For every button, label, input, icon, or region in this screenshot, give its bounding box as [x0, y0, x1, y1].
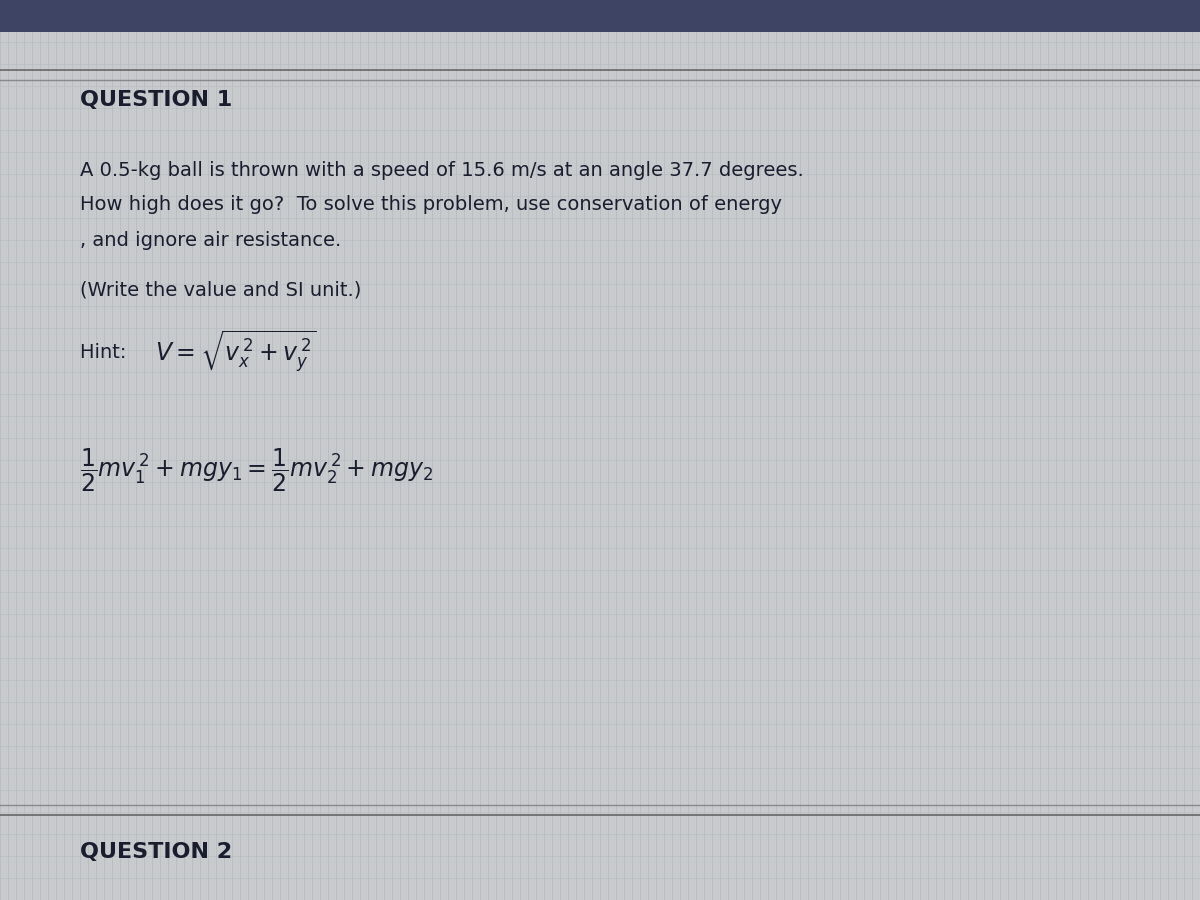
Text: How high does it go?  To solve this problem, use conservation of energy: How high does it go? To solve this probl… — [80, 195, 782, 214]
Text: $V = \sqrt{v_x^{\,2} + v_y^{\,2}}$: $V = \sqrt{v_x^{\,2} + v_y^{\,2}}$ — [155, 328, 317, 375]
Text: QUESTION 2: QUESTION 2 — [80, 842, 232, 862]
Text: QUESTION 1: QUESTION 1 — [80, 90, 233, 110]
FancyBboxPatch shape — [0, 0, 1200, 32]
Text: Hint:: Hint: — [80, 343, 139, 362]
Text: , and ignore air resistance.: , and ignore air resistance. — [80, 230, 341, 249]
Text: (Write the value and SI unit.): (Write the value and SI unit.) — [80, 281, 361, 300]
Text: A 0.5-kg ball is thrown with a speed of 15.6 m/s at an angle 37.7 degrees.: A 0.5-kg ball is thrown with a speed of … — [80, 160, 804, 179]
Text: $\dfrac{1}{2}mv_1^{\,2} + mgy_1 = \dfrac{1}{2}mv_2^{\,2} + mgy_2$: $\dfrac{1}{2}mv_1^{\,2} + mgy_1 = \dfrac… — [80, 446, 433, 494]
